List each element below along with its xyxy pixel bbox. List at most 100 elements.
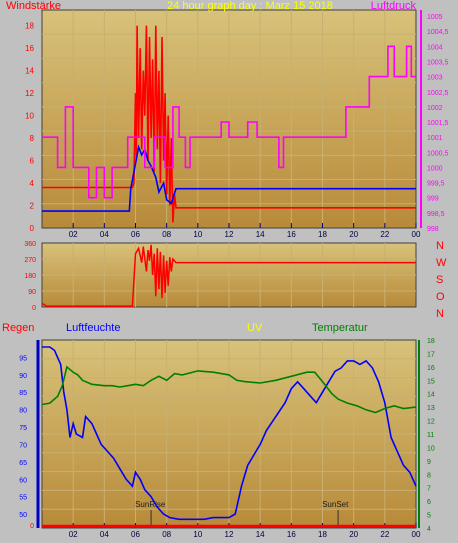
- pressure-tick-label: 1001,5: [427, 120, 449, 127]
- wind-gust-series: [42, 25, 416, 223]
- compass-label: N: [436, 240, 444, 252]
- temperature-tick-label: 6: [427, 499, 431, 506]
- legend-luftfeuchte: Luftfeuchte: [66, 322, 120, 334]
- humidity-tick-label: 70: [19, 442, 27, 449]
- temperature-tick-label: 4: [427, 526, 431, 533]
- chart-title: 24 hour graph day : Marz 15 2018: [167, 0, 333, 12]
- humidity-tick-label: 65: [19, 460, 27, 467]
- legend-uv: UV: [247, 322, 263, 334]
- humidity-tick-label: 55: [19, 495, 27, 502]
- compass-label: N: [436, 308, 444, 320]
- sun-annotation-label: SunSet: [322, 500, 349, 509]
- humidity-tick-label: 50: [19, 512, 27, 519]
- wind-pressure-x-tick-label: 20: [349, 230, 358, 239]
- pressure-tick-label: 998: [427, 226, 439, 233]
- climate-x-tick-label: 12: [225, 530, 234, 539]
- wind-pressure-x-tick-label: 06: [131, 230, 140, 239]
- wind-direction-series: [41, 244, 416, 307]
- wind-tick-label: 0: [30, 224, 35, 233]
- wind-direction-series: [41, 244, 416, 307]
- legend-temperatur: Temperatur: [312, 322, 368, 334]
- wind-speed-series: [42, 144, 416, 212]
- wind-tick-label: 18: [25, 22, 34, 31]
- temperature-tick-label: 18: [427, 338, 435, 345]
- pressure-axis-title: Luftdruck: [371, 0, 417, 12]
- wind-pressure-x-tick-label: 16: [287, 230, 296, 239]
- pressure-series: [42, 45, 416, 199]
- pressure-tick-label: 1004,5: [427, 29, 449, 36]
- temperature-tick-label: 9: [427, 459, 431, 466]
- wind-tick-label: 14: [25, 67, 34, 76]
- pressure-tick-label: 1005: [427, 14, 443, 21]
- wind-tick-label: 6: [30, 157, 35, 166]
- humidity-axis-labels: 50 55 60 65 70 75 80 85 90 95 0: [19, 355, 34, 530]
- temperature-tick-label: 14: [427, 392, 435, 399]
- wind-pressure-x-axis-labels: 02 04 06 08 10 12 14 16 18 20 22 00: [69, 223, 421, 239]
- temperature-tick-label: 17: [427, 351, 435, 358]
- temperature-tick-label: 12: [427, 419, 435, 426]
- direction-tick-label: 90: [28, 289, 36, 296]
- wind-tick-label: 10: [25, 112, 34, 121]
- compass-label: S: [436, 274, 443, 286]
- wind-pressure-x-tick-label: 00: [412, 230, 421, 239]
- wind-direction-grid: [42, 243, 416, 307]
- climate-x-tick-label: 10: [193, 530, 202, 539]
- climate-x-tick-label: 04: [100, 530, 109, 539]
- humidity-tick-label: 90: [19, 373, 27, 380]
- wind-axis-title: Windstärke: [6, 0, 61, 12]
- direction-tick-label: 360: [24, 241, 36, 248]
- direction-tick-label: 180: [24, 273, 36, 280]
- climate-x-tick-label: 22: [380, 530, 389, 539]
- climate-x-tick-label: 06: [131, 530, 140, 539]
- rain-tick-label: 0: [30, 523, 34, 530]
- direction-tick-label: 270: [24, 257, 36, 264]
- wind-direction-axis-labels: 0 90 180 270 360: [24, 241, 36, 312]
- climate-x-tick-label: 20: [349, 530, 358, 539]
- climate-x-tick-label: 00: [412, 530, 421, 539]
- humidity-tick-label: 60: [19, 477, 27, 484]
- wind-pressure-x-tick-label: 18: [318, 230, 327, 239]
- wind-pressure-x-tick-label: 12: [225, 230, 234, 239]
- wind-tick-label: 12: [25, 89, 34, 98]
- temperature-tick-label: 16: [427, 365, 435, 372]
- humidity-tick-label: 80: [19, 408, 27, 415]
- pressure-tick-label: 1000: [427, 165, 443, 172]
- pressure-tick-label: 1003: [427, 75, 443, 82]
- temperature-axis-labels: 4 5 6 7 8 9 10 11 12 13 14 15 16 17 18: [427, 338, 435, 533]
- temperature-tick-label: 8: [427, 472, 431, 479]
- climate-x-tick-label: 18: [318, 530, 327, 539]
- climate-series: [41, 346, 417, 528]
- wind-pressure-x-tick-label: 10: [193, 230, 202, 239]
- legend-regen: Regen: [2, 322, 34, 334]
- pressure-tick-label: 1000,5: [427, 150, 449, 157]
- climate-x-tick-label: 16: [287, 530, 296, 539]
- pressure-tick-label: 1002,5: [427, 90, 449, 97]
- wind-pressure-series: [42, 25, 416, 223]
- temperature-tick-label: 13: [427, 405, 435, 412]
- wind-tick-label: 16: [25, 44, 34, 53]
- pressure-tick-label: 1003,5: [427, 59, 449, 66]
- wind-pressure-x-tick-label: 14: [256, 230, 265, 239]
- temperatur-series: [41, 365, 417, 414]
- wind-pressure-x-tick-label: 22: [380, 230, 389, 239]
- compass-label: O: [436, 291, 445, 303]
- pressure-tick-label: 1004: [427, 44, 443, 51]
- climate-x-tick-label: 02: [69, 530, 78, 539]
- humidity-tick-label: 85: [19, 390, 27, 397]
- wind-tick-label: 8: [30, 134, 35, 143]
- temperature-tick-label: 15: [427, 378, 435, 385]
- wind-pressure-x-tick-label: 04: [100, 230, 109, 239]
- wind-tick-label: 2: [30, 202, 35, 211]
- climate-x-tick-label: 14: [256, 530, 265, 539]
- wind-pressure-x-tick-label: 02: [69, 230, 78, 239]
- luftfeuchte-series: [42, 346, 417, 521]
- temperature-tick-label: 5: [427, 513, 431, 520]
- humidity-tick-label: 75: [19, 425, 27, 432]
- wind-pressure-x-tick-label: 08: [162, 230, 171, 239]
- sun-annotation-label: SunRise: [135, 500, 166, 509]
- temperature-tick-label: 10: [427, 445, 435, 452]
- humidity-tick-label: 95: [19, 355, 27, 362]
- pressure-tick-label: 1002: [427, 105, 443, 112]
